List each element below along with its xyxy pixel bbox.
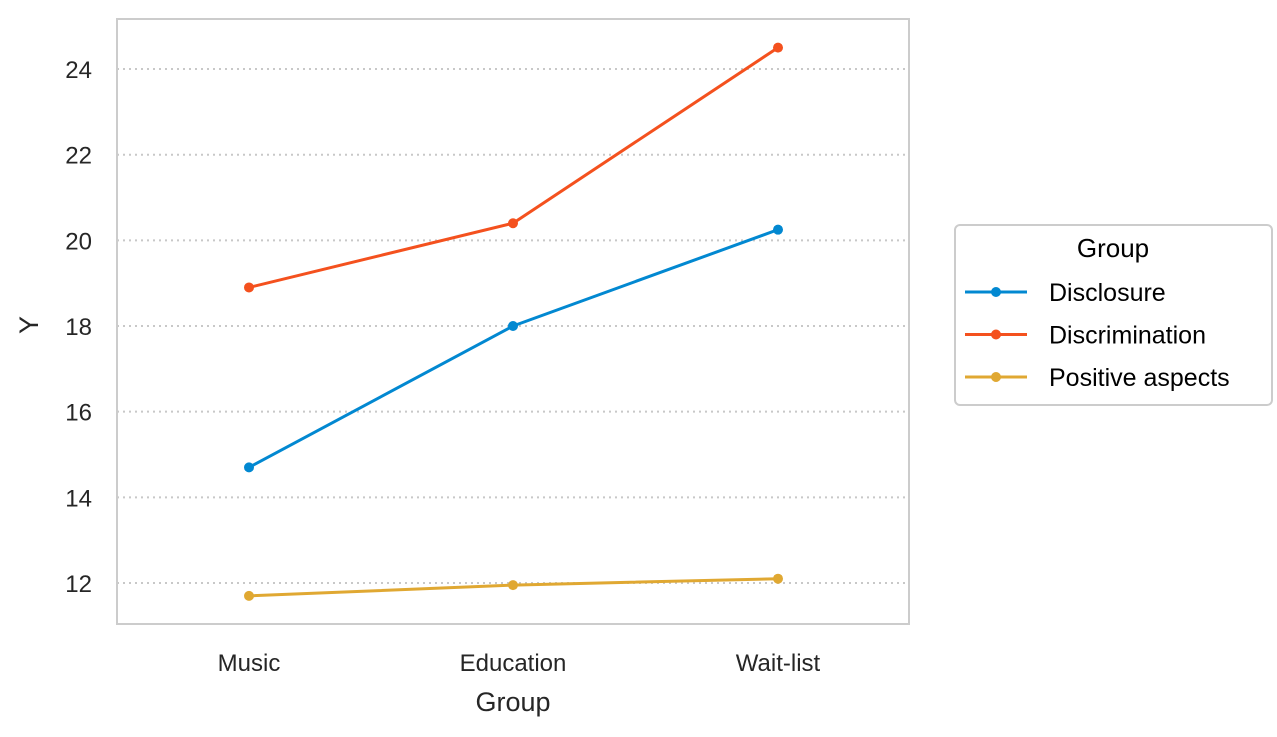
y-tick-label: 18 <box>65 314 92 341</box>
legend-label-disclosure: Disclosure <box>1049 279 1166 307</box>
data-point-disclosure <box>244 462 254 473</box>
legend-item-disclosure: Disclosure <box>965 279 1166 307</box>
y-tick-label: 14 <box>65 485 92 512</box>
legend-item-positive-aspects: Positive aspects <box>965 364 1230 392</box>
legend-title: Group <box>1077 233 1149 263</box>
x-tick-labels: Music Education Wait-list <box>218 650 821 677</box>
series-disclosure <box>244 224 783 473</box>
y-tick-label: 12 <box>65 571 92 598</box>
data-point-disclosure <box>508 321 518 332</box>
series-line-disclosure <box>248 228 779 469</box>
y-tick-label: 24 <box>65 57 92 84</box>
series-positive-aspects <box>244 573 783 601</box>
data-point-positive-aspects <box>773 573 783 584</box>
legend: Group Disclosure Discrimination Positive a… <box>954 224 1273 406</box>
y-tick-label: 22 <box>65 143 92 170</box>
y-tick-label: 20 <box>65 228 92 255</box>
legend-marker-discrimination <box>991 329 1001 340</box>
x-tick-label: Music <box>218 650 281 677</box>
series-layer <box>244 42 783 601</box>
x-axis-title: Group <box>475 687 550 717</box>
y-tick-label: 16 <box>65 400 92 427</box>
y-axis-title: Y <box>14 316 44 334</box>
series-discrimination <box>244 42 783 293</box>
data-point-discrimination <box>508 218 518 229</box>
x-tick-label: Education <box>460 650 567 677</box>
legend-marker-positive-aspects <box>991 372 1001 382</box>
data-point-disclosure <box>773 224 783 235</box>
y-tick-labels: 12 14 16 18 20 22 24 <box>65 57 92 598</box>
data-point-positive-aspects <box>508 580 518 591</box>
x-tick-label: Wait-list <box>736 650 821 677</box>
gridlines <box>117 68 909 584</box>
legend-marker-disclosure <box>991 287 1001 297</box>
data-point-discrimination <box>773 42 783 53</box>
plot-frame <box>116 18 910 625</box>
data-point-discrimination <box>244 282 254 293</box>
series-line-discrimination <box>248 46 779 289</box>
legend-frame <box>954 224 1273 406</box>
legend-items: Disclosure Discrimination Positive aspects <box>965 279 1230 392</box>
data-point-positive-aspects <box>244 590 254 601</box>
legend-item-discrimination: Discrimination <box>965 322 1206 350</box>
legend-label-positive-aspects: Positive aspects <box>1049 364 1230 392</box>
legend-label-discrimination: Discrimination <box>1049 322 1206 350</box>
